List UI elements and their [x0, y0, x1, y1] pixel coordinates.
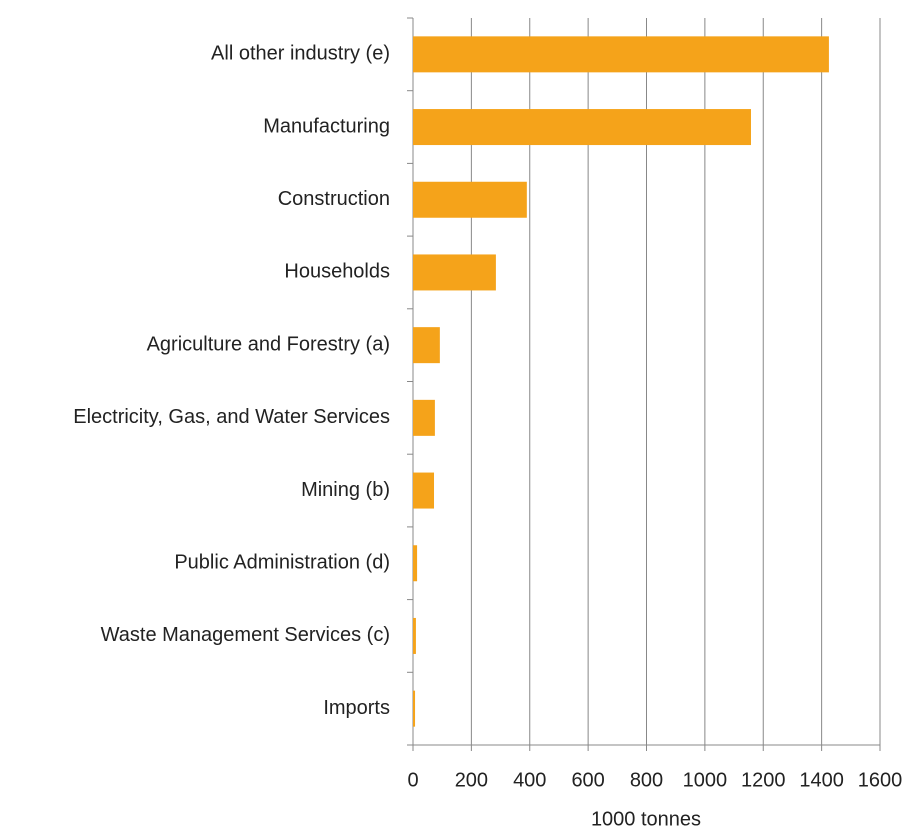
y-tick-label: Imports [323, 697, 390, 719]
bar [413, 109, 751, 146]
y-tick-label: Manufacturing [263, 115, 390, 137]
bar [413, 254, 496, 291]
x-tick-label: 800 [630, 769, 663, 791]
bar [413, 617, 416, 654]
y-tick-label: Electricity, Gas, and Water Services [73, 406, 390, 428]
bar [413, 545, 418, 582]
y-tick-label: Waste Management Services (c) [101, 624, 390, 646]
y-tick-label: All other industry (e) [211, 43, 390, 65]
bar [413, 181, 527, 218]
y-tick-label: Construction [278, 188, 390, 210]
y-tick-label: Public Administration (d) [174, 552, 390, 574]
bar [413, 399, 435, 436]
x-axis-title: 1000 tonnes [591, 808, 701, 830]
y-tick-label: Mining (b) [301, 479, 390, 501]
x-tick-label: 0 [407, 769, 418, 791]
bar [413, 690, 416, 727]
x-tick-label: 1600 [858, 769, 903, 791]
y-tick-label: Agriculture and Forestry (a) [147, 333, 390, 355]
x-tick-label: 400 [513, 769, 546, 791]
x-tick-label: 1000 [683, 769, 728, 791]
bar [413, 36, 829, 73]
x-tick-label: 200 [455, 769, 488, 791]
y-tick-label: Households [284, 261, 390, 283]
bar [413, 472, 435, 509]
x-tick-label: 1200 [741, 769, 786, 791]
x-tick-label: 1400 [799, 769, 844, 791]
bar [413, 327, 440, 364]
x-tick-label: 600 [571, 769, 604, 791]
